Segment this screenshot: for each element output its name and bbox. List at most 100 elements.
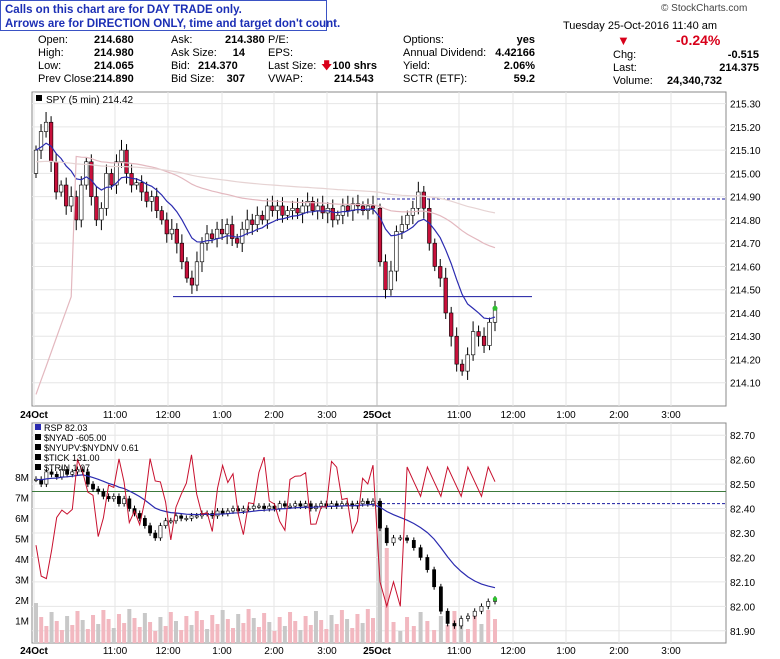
breadth-x-tick: 3:00 [317,646,337,657]
volume-bar [329,615,334,643]
rsp-candle [179,515,184,519]
volume-bar [360,623,365,643]
rsp-candle [452,623,457,627]
sma-fast-line [35,142,496,320]
price-y-tick: 214.70 [730,239,761,250]
rsp-candle [303,503,308,507]
day2-candle [470,331,476,356]
breadth-legend-swatch [35,434,41,440]
volume-bar [459,620,464,643]
day2-candle [454,335,459,365]
volume-bar [365,609,370,643]
rsp-ma-line [35,474,496,589]
day1-candle [184,261,189,279]
volume-bar [231,628,236,643]
volume-bar [215,624,220,643]
volume-bar [127,609,132,643]
day2-candle [432,242,437,267]
volume-bar [70,625,75,643]
day1-candle [235,238,240,244]
day1-candle [250,219,255,225]
breadth-legend-entry: $TICK 131.00 [44,453,100,463]
rsp-candle [127,498,132,509]
volume-bar [65,616,70,643]
day1-candle [134,182,139,186]
rsp-candle [194,515,199,518]
day1-candle [194,261,200,286]
volume-bar [288,612,293,643]
rsp-candle [293,503,298,507]
day1-candle [84,161,89,186]
breadth-y-tick: 82.40 [730,505,755,516]
volume-bar [384,548,389,643]
volume-bar [313,611,318,643]
quote-date: Tuesday 25-Oct-2016 11:40 am [563,20,718,32]
volume-bar [345,619,350,643]
day1-candle [209,233,215,239]
down-arrow-icon: 🡇 [321,60,333,72]
sma-slow-line [35,155,496,395]
day1-candle [43,121,49,132]
breadth-legend-swatch [35,424,41,430]
volume-bar [425,621,430,643]
rsp-candle [282,503,287,507]
volume-bar [246,609,251,643]
rsp-candle [142,518,147,526]
volume-bar [465,629,470,643]
day2-candle [421,191,426,209]
volume-bar [418,612,423,643]
volume-bar [205,629,210,643]
day1-candle [119,149,124,163]
price-y-tick: 215.10 [730,146,761,157]
day1-candle [360,205,366,211]
price-y-tick: 214.90 [730,193,761,204]
volume-bar [168,612,173,643]
volume-bar [80,620,85,643]
volume-bar [122,623,127,643]
day1-candle [69,196,74,207]
volume-bar [282,626,287,643]
day2-candle [487,321,492,346]
day1-candle [144,191,149,202]
day1-candle [149,196,154,202]
notice-line-2: Arrows are for DIRECTION ONLY, time and … [5,18,341,30]
rsp-last-marker [492,596,498,602]
rsp-candle [360,500,365,504]
volume-bar [132,618,137,643]
volume-bar [267,622,272,643]
volume-bar [486,610,491,643]
price-x-tick: 1:00 [212,410,232,421]
breadth-y-tick: 82.00 [730,602,755,613]
rsp-candle [472,610,477,617]
day1-candle [265,205,270,221]
volume-y-tick: 3M [15,576,29,587]
rsp-candle [262,505,267,509]
rsp-candle [189,515,194,519]
day1-candle [59,184,64,193]
day1-candle [345,205,350,211]
rsp-candle [246,508,251,511]
rsp-candle [466,615,470,619]
rsp-candle [425,557,430,570]
day1-candle [139,182,144,193]
day1-candle [305,201,310,207]
breadth-legend-entry: $NYAD -605.00 [44,433,106,443]
rsp-candle [251,505,256,509]
price-x-tick: 25Oct [363,410,391,421]
volume-bar [137,627,142,643]
volume-bar [262,613,267,643]
day1-candle [290,207,295,211]
rsp-candle [277,503,282,509]
day1-candle [114,161,119,186]
day1-candle [179,242,184,263]
day1-candle [280,205,285,216]
rsp-candle [241,508,246,512]
price-x-tick: 11:00 [103,410,128,421]
day2-candle [377,207,383,263]
rsp-candle [486,601,491,607]
volume-bar [158,617,163,643]
volume-bar [39,617,44,643]
day1-candle [174,228,179,244]
volume-bar [398,631,403,643]
breadth-x-tick: 25Oct [363,646,391,657]
